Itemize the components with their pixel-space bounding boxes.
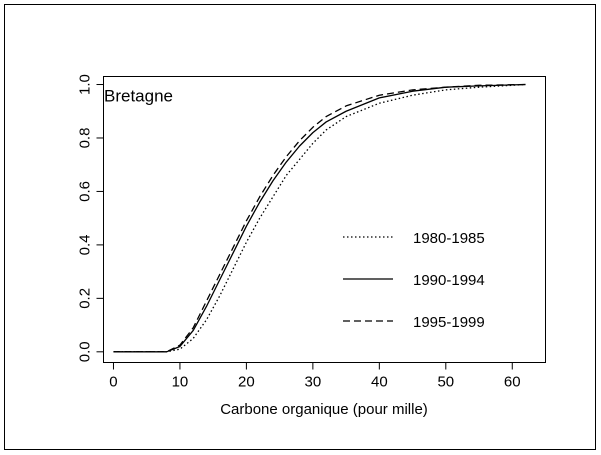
- x-tick-label: 0: [109, 373, 117, 390]
- y-tick-label: 0.6: [76, 181, 93, 202]
- series-line: [113, 83, 526, 353]
- frame: [4, 4, 596, 450]
- y-tick-label: 1.0: [76, 74, 93, 95]
- series-line: [113, 83, 526, 353]
- x-tick-label: 10: [172, 373, 189, 390]
- legend-label: 1980-1985: [413, 230, 485, 247]
- x-tick-label: 30: [305, 373, 322, 390]
- x-axis-label: Carbone organique (pour mille): [220, 401, 428, 418]
- y-tick-label: 0.4: [76, 234, 93, 255]
- series-line: [113, 83, 526, 353]
- x-tick-label: 40: [371, 373, 388, 390]
- x-tick-label: 20: [238, 373, 255, 390]
- legend-label: 1995-1999: [413, 314, 485, 331]
- y-tick-label: 0.8: [76, 128, 93, 149]
- plot-box: [103, 76, 546, 363]
- x-tick-label: 60: [504, 373, 521, 390]
- legend-label: 1990-1994: [413, 272, 485, 289]
- y-tick-label: 0.0: [76, 341, 93, 362]
- annotation: Bretagne: [104, 86, 173, 105]
- x-tick-label: 50: [437, 373, 454, 390]
- y-tick-label: 0.2: [76, 288, 93, 309]
